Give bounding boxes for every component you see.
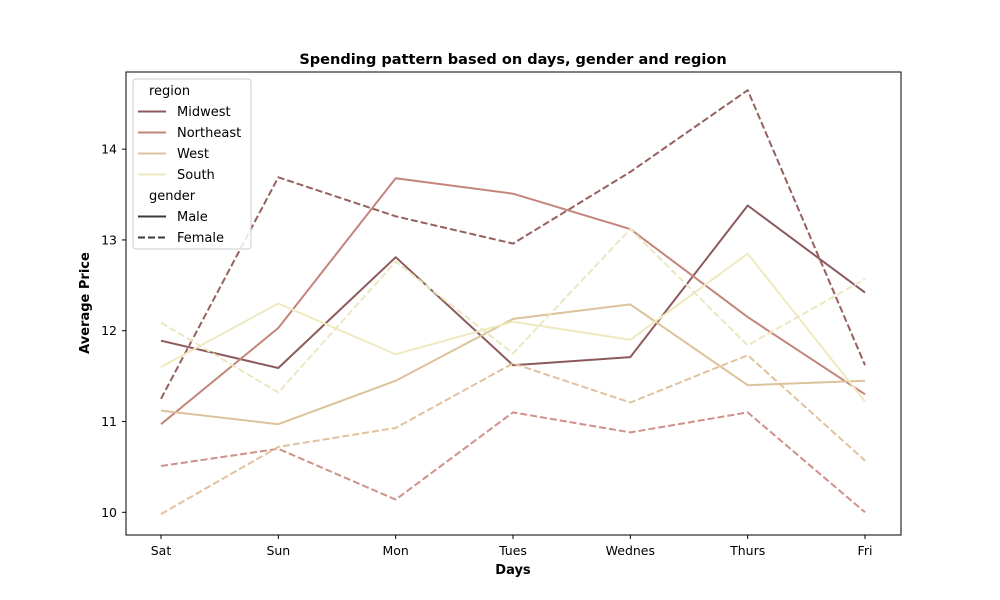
legend-entry-midwest-label: Midwest (177, 105, 231, 120)
series-lines (160, 89, 866, 515)
x-axis: Sat Sun Mon Tues Wednes Thurs Fri (151, 535, 873, 558)
y-tick-label: 11 (101, 414, 117, 429)
x-tick-label: Mon (382, 543, 408, 558)
chart-title: Spending pattern based on days, gender a… (299, 52, 726, 68)
y-axis-label: Average Price (78, 252, 93, 354)
x-tick-label: Wednes (606, 543, 655, 558)
legend-entry-northeast-label: Northeast (177, 126, 241, 141)
legend-entry-south-label: South (177, 168, 215, 183)
series-line-northeast-female (160, 411, 866, 514)
y-axis: 10 11 12 13 14 (101, 142, 126, 520)
series-line-south-male (160, 252, 866, 403)
x-tick-label: Fri (858, 543, 873, 558)
series-line-west-female (160, 354, 866, 515)
series-line-northeast-male (160, 177, 866, 425)
legend-region-title: region (149, 84, 190, 99)
legend-entry-male-label: Male (177, 210, 208, 225)
series-line-midwest-female (160, 89, 866, 400)
series-line-midwest-male (160, 204, 866, 369)
legend-box (132, 78, 252, 250)
x-tick-label: Sat (151, 543, 172, 558)
y-tick-label: 13 (101, 232, 117, 247)
x-tick-label: Tues (498, 543, 527, 558)
y-tick-label: 10 (101, 505, 117, 520)
legend: region Midwest Northeast West South gender Mal… (132, 78, 252, 250)
x-axis-label: Days (495, 563, 531, 578)
series-line-west-male (160, 303, 866, 426)
x-tick-label: Sun (266, 543, 290, 558)
legend-entry-female-label: Female (177, 231, 224, 246)
legend-gender-title: gender (149, 189, 196, 204)
x-tick-label: Thurs (729, 543, 765, 558)
series-line-south-female (160, 228, 866, 394)
legend-entry-west-label: West (177, 147, 209, 162)
y-tick-label: 12 (101, 323, 117, 338)
y-tick-label: 14 (101, 142, 117, 157)
